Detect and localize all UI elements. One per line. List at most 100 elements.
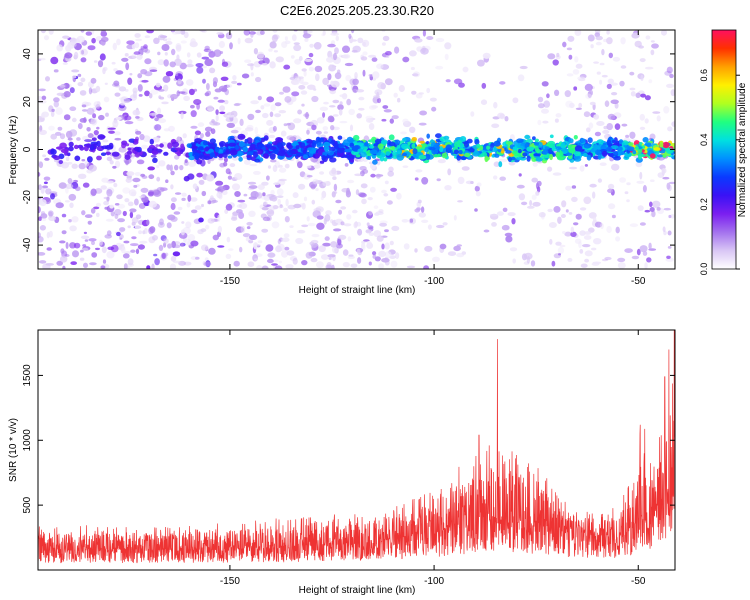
spectrogram-cell [307, 147, 314, 152]
spectrogram-cell [257, 143, 265, 148]
spectrogram-cell [221, 87, 228, 93]
spectrogram-cell [238, 211, 245, 219]
spectrogram-cell [136, 53, 143, 60]
spectrogram-cell [157, 34, 166, 41]
spectrogram-cell [248, 196, 258, 200]
spectrogram-cell [638, 45, 644, 49]
spectrogram-cell [606, 83, 612, 89]
spectrogram-cell [144, 58, 152, 65]
spectrogram-cell [261, 228, 269, 233]
spectrogram-cell [414, 248, 418, 253]
spectrogram-cell [342, 261, 350, 268]
spectrogram-cell [122, 210, 127, 217]
spectrogram-cell [315, 73, 320, 82]
spectrogram-cell [646, 257, 652, 263]
spectrogram-cell [334, 72, 342, 80]
spectrogram-cell [211, 199, 218, 203]
spectrogram-cell [644, 142, 652, 147]
spectrogram-cell [329, 89, 337, 95]
spectrogram-cell [610, 145, 619, 150]
spectrogram-cell [281, 250, 288, 258]
spectrogram-cell [571, 185, 577, 189]
spectrogram-cell [322, 112, 326, 118]
spectrogram-cell [367, 155, 372, 160]
spectrogram-cell [537, 96, 544, 103]
spectrogram-cell [617, 146, 623, 152]
spectrogram-cell [170, 93, 178, 100]
spectrogram-cell [174, 154, 180, 160]
spectrogram-cell [360, 151, 367, 158]
spectrogram-cell [356, 89, 365, 93]
y-tick-label: -20 [22, 190, 33, 205]
spectrogram-cell [637, 153, 644, 157]
spectrogram-cell [589, 183, 597, 188]
spectrogram-cell [252, 151, 259, 158]
spectrogram-cell [253, 170, 261, 175]
spectrogram-cell [535, 157, 543, 162]
spectrogram-cell [81, 210, 86, 216]
spectrogram-cell [593, 143, 599, 150]
spectrogram-cell [288, 150, 296, 154]
spectrogram-cell [310, 243, 318, 248]
spectrogram-cell [421, 177, 429, 185]
spectrogram-cell [249, 163, 258, 167]
spectrogram-cell [237, 37, 241, 45]
spectrogram-cell [303, 196, 308, 202]
spectrogram-cell [575, 213, 582, 220]
spectrogram-cell [313, 42, 322, 50]
spectrogram-cell [48, 211, 53, 218]
spectrogram-cell [43, 181, 48, 185]
spectrogram-cell [599, 62, 605, 66]
spectrogram-cell [157, 59, 165, 66]
spectrogram-cell [87, 220, 93, 225]
spectrogram-cell [338, 143, 344, 149]
spectrogram-cell [306, 216, 310, 222]
spectrogram-cell [401, 219, 409, 223]
spectrogram-cell [533, 141, 540, 146]
spectrogram-cell [194, 205, 202, 210]
spectrogram-cell [375, 174, 384, 177]
spectrogram-cell [464, 152, 471, 158]
spectrogram-cell [651, 210, 656, 218]
spectrogram-cell [106, 251, 115, 259]
spectrogram-cell [206, 83, 210, 91]
spectrogram-cell [267, 258, 274, 264]
spectrogram-cell [350, 263, 358, 268]
spectrogram-cell [629, 87, 636, 91]
spectrogram-cell [354, 173, 363, 177]
spectrogram-cell [612, 56, 621, 62]
spectrogram-cell [663, 106, 670, 114]
spectrogram-cell [296, 152, 304, 157]
spectrogram-cell [95, 202, 102, 207]
spectrogram-cell [82, 182, 90, 188]
spectrogram-cell [239, 202, 248, 209]
spectrogram-cell [565, 185, 572, 191]
spectrogram-cell [91, 240, 95, 246]
spectrogram-cell [522, 152, 528, 157]
spectrogram-cell [210, 128, 216, 135]
spectrogram-cell [221, 61, 229, 67]
spectrogram-cell [502, 207, 508, 212]
spectrogram-cell [275, 137, 283, 143]
spectrogram-cell [185, 221, 192, 229]
spectrogram-cell [323, 101, 329, 105]
spectrogram-cell [247, 113, 255, 121]
spectrogram-cell [64, 200, 70, 203]
colorbar: 0.0 0.2 0.4 0.6 Normalized spectral amplitu… [699, 29, 748, 275]
spectrogram-cell [131, 236, 137, 240]
spectrogram-cell [356, 248, 361, 254]
spectrogram-cell [629, 131, 636, 139]
spectrogram-cell [151, 263, 155, 269]
spectrogram-cell [69, 202, 74, 209]
spectrogram-cell [121, 57, 129, 62]
spectrogram-cell [365, 115, 374, 120]
spectrogram-cell [171, 30, 180, 35]
spectrogram-cell [506, 141, 513, 146]
spectrogram-cell [119, 97, 126, 100]
spectrogram-cell [134, 33, 141, 38]
spectrogram-cell [422, 30, 426, 37]
spectrogram-cell [461, 166, 470, 171]
spectrogram-cell [521, 201, 528, 206]
spectrogram-cell [333, 183, 338, 192]
spectrogram-cell [65, 183, 74, 189]
